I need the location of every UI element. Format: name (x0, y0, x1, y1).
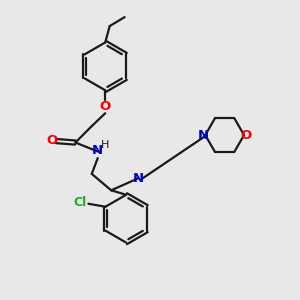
Text: O: O (240, 129, 251, 142)
Text: H: H (101, 140, 110, 150)
Text: O: O (47, 134, 58, 147)
Text: N: N (198, 129, 209, 142)
Text: N: N (92, 144, 103, 158)
Text: Cl: Cl (74, 196, 87, 209)
Text: O: O (100, 100, 111, 113)
Text: N: N (133, 172, 144, 185)
